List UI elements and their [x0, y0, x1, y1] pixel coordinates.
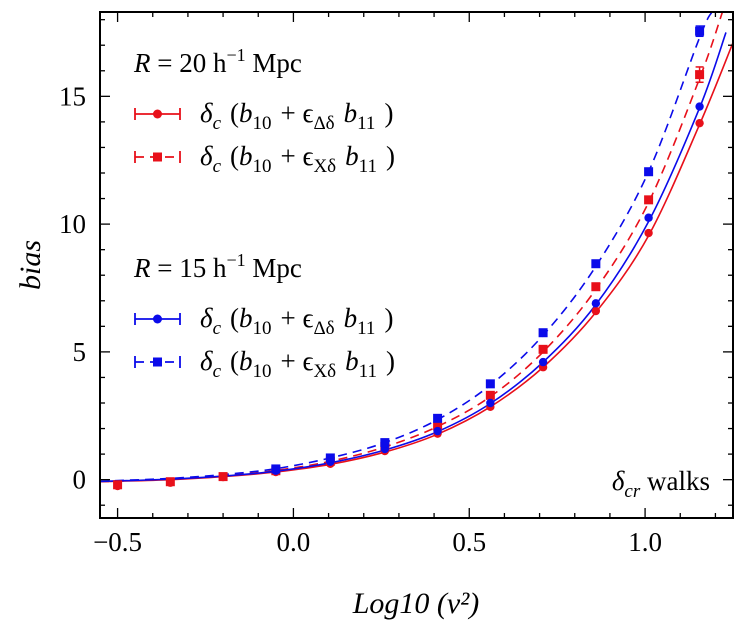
point-series-3	[486, 398, 495, 408]
point-series-1	[591, 306, 601, 316]
point-series-2	[538, 344, 548, 354]
point-series-4	[485, 379, 495, 389]
point-series-2	[644, 195, 654, 205]
point-series-3	[538, 357, 548, 367]
point-series-4	[591, 259, 601, 269]
fit-curve-4	[100, 12, 713, 482]
legend-marker	[153, 314, 162, 324]
y-tick-label: 5	[73, 337, 87, 367]
point-series-4	[644, 167, 654, 177]
point-series-2	[165, 477, 175, 487]
legend-label-2-2: δc (b10 + ϵXδ b11 )	[200, 346, 395, 382]
point-series-3	[433, 426, 442, 436]
legend: R = 20 h−1 Mpc δc (b10 + ϵΔδ b11 ) δc (b10…	[133, 45, 395, 382]
point-series-1	[695, 118, 704, 128]
point-series-3	[591, 299, 601, 308]
axis-ticks: −0.5 0.0 0.5 1.0 0 5 10 15	[59, 12, 733, 557]
data-points	[113, 26, 705, 491]
point-series-4	[325, 453, 335, 463]
y-tick-label: 15	[59, 81, 86, 111]
point-series-2	[485, 390, 495, 400]
plot-frame	[99, 11, 734, 519]
point-series-3	[644, 213, 653, 222]
point-series-3	[695, 102, 704, 111]
point-series-4	[695, 26, 705, 36]
legend-group-title-2: R = 15 h−1 Mpc	[133, 250, 302, 283]
legend-label-1-1: δc (b10 + ϵΔδ b11 )	[200, 98, 393, 134]
point-series-4	[433, 413, 443, 423]
legend-label-2-1: δc (b10 + ϵΔδ b11 )	[200, 303, 393, 339]
fit-curve-2	[100, 12, 724, 483]
y-tick-label: 10	[59, 209, 86, 239]
y-axis-title: bias	[14, 240, 47, 290]
legend-marker	[153, 109, 162, 119]
legend-marker	[153, 357, 162, 367]
legend-marker	[153, 152, 162, 162]
x-tick-label: 1.0	[628, 527, 662, 557]
point-series-4	[538, 328, 548, 338]
point-series-2	[218, 472, 228, 482]
legend-label-1-2: δc (b10 + ϵXδ b11 )	[200, 141, 395, 177]
y-tick-label: 0	[73, 465, 87, 495]
x-tick-label: 0.0	[277, 527, 311, 557]
x-axis-title: Log10 (ν²)	[352, 587, 479, 620]
fit-curves	[100, 12, 733, 483]
plot-border	[99, 11, 734, 519]
legend-group-title-1: R = 20 h−1 Mpc	[133, 45, 302, 78]
point-series-4	[271, 464, 281, 474]
point-series-2	[695, 70, 705, 80]
point-series-2	[591, 282, 601, 292]
point-series-2	[113, 480, 123, 490]
point-series-4	[380, 438, 390, 448]
x-tick-label: −0.5	[93, 527, 142, 557]
point-series-2	[433, 421, 443, 431]
point-series-1	[644, 228, 653, 238]
x-tick-label: 0.5	[452, 527, 486, 557]
annotation-delta-cr-walks: δcr walks	[612, 466, 710, 502]
